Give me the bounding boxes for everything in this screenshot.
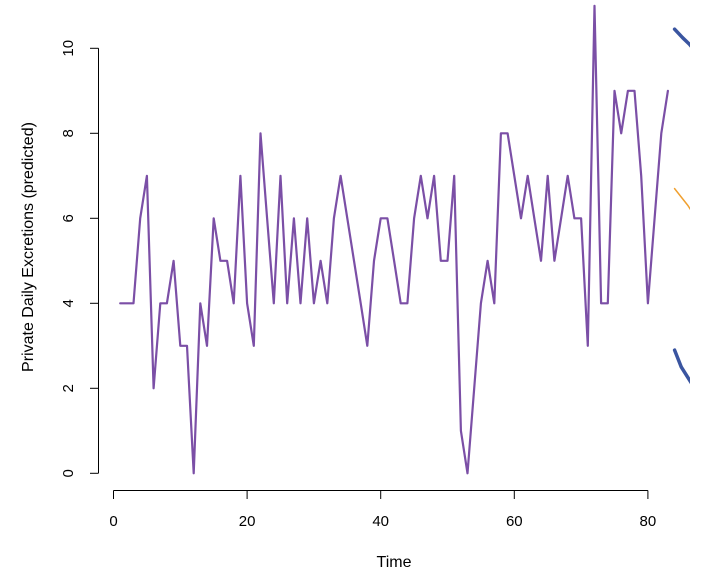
x-tick-label: 0 [109, 513, 117, 530]
forecast-mean-line [673, 187, 690, 211]
forecast-lower-line [672, 348, 690, 385]
y-tick-label: 2 [60, 384, 77, 392]
y-tick-label: 0 [60, 469, 77, 477]
y-tick-label: 6 [60, 214, 77, 222]
forecast-upper-line [672, 27, 690, 48]
y-axis-title: Private Daily Excretions (predicted) [20, 122, 37, 372]
x-axis-title: Time [377, 554, 412, 571]
chart-marks [119, 4, 690, 475]
y-tick-label: 10 [60, 40, 77, 57]
x-tick-label: 20 [239, 513, 256, 530]
y-tick-label: 8 [60, 129, 77, 137]
x-tick-label: 80 [640, 513, 657, 530]
y-tick-label: 4 [60, 299, 77, 307]
x-tick-label: 60 [506, 513, 523, 530]
series-line-0 [119, 4, 670, 475]
x-tick-label: 40 [372, 513, 389, 530]
axes: 0 20 40 60 80 0 2 4 6 8 10 [60, 40, 656, 530]
